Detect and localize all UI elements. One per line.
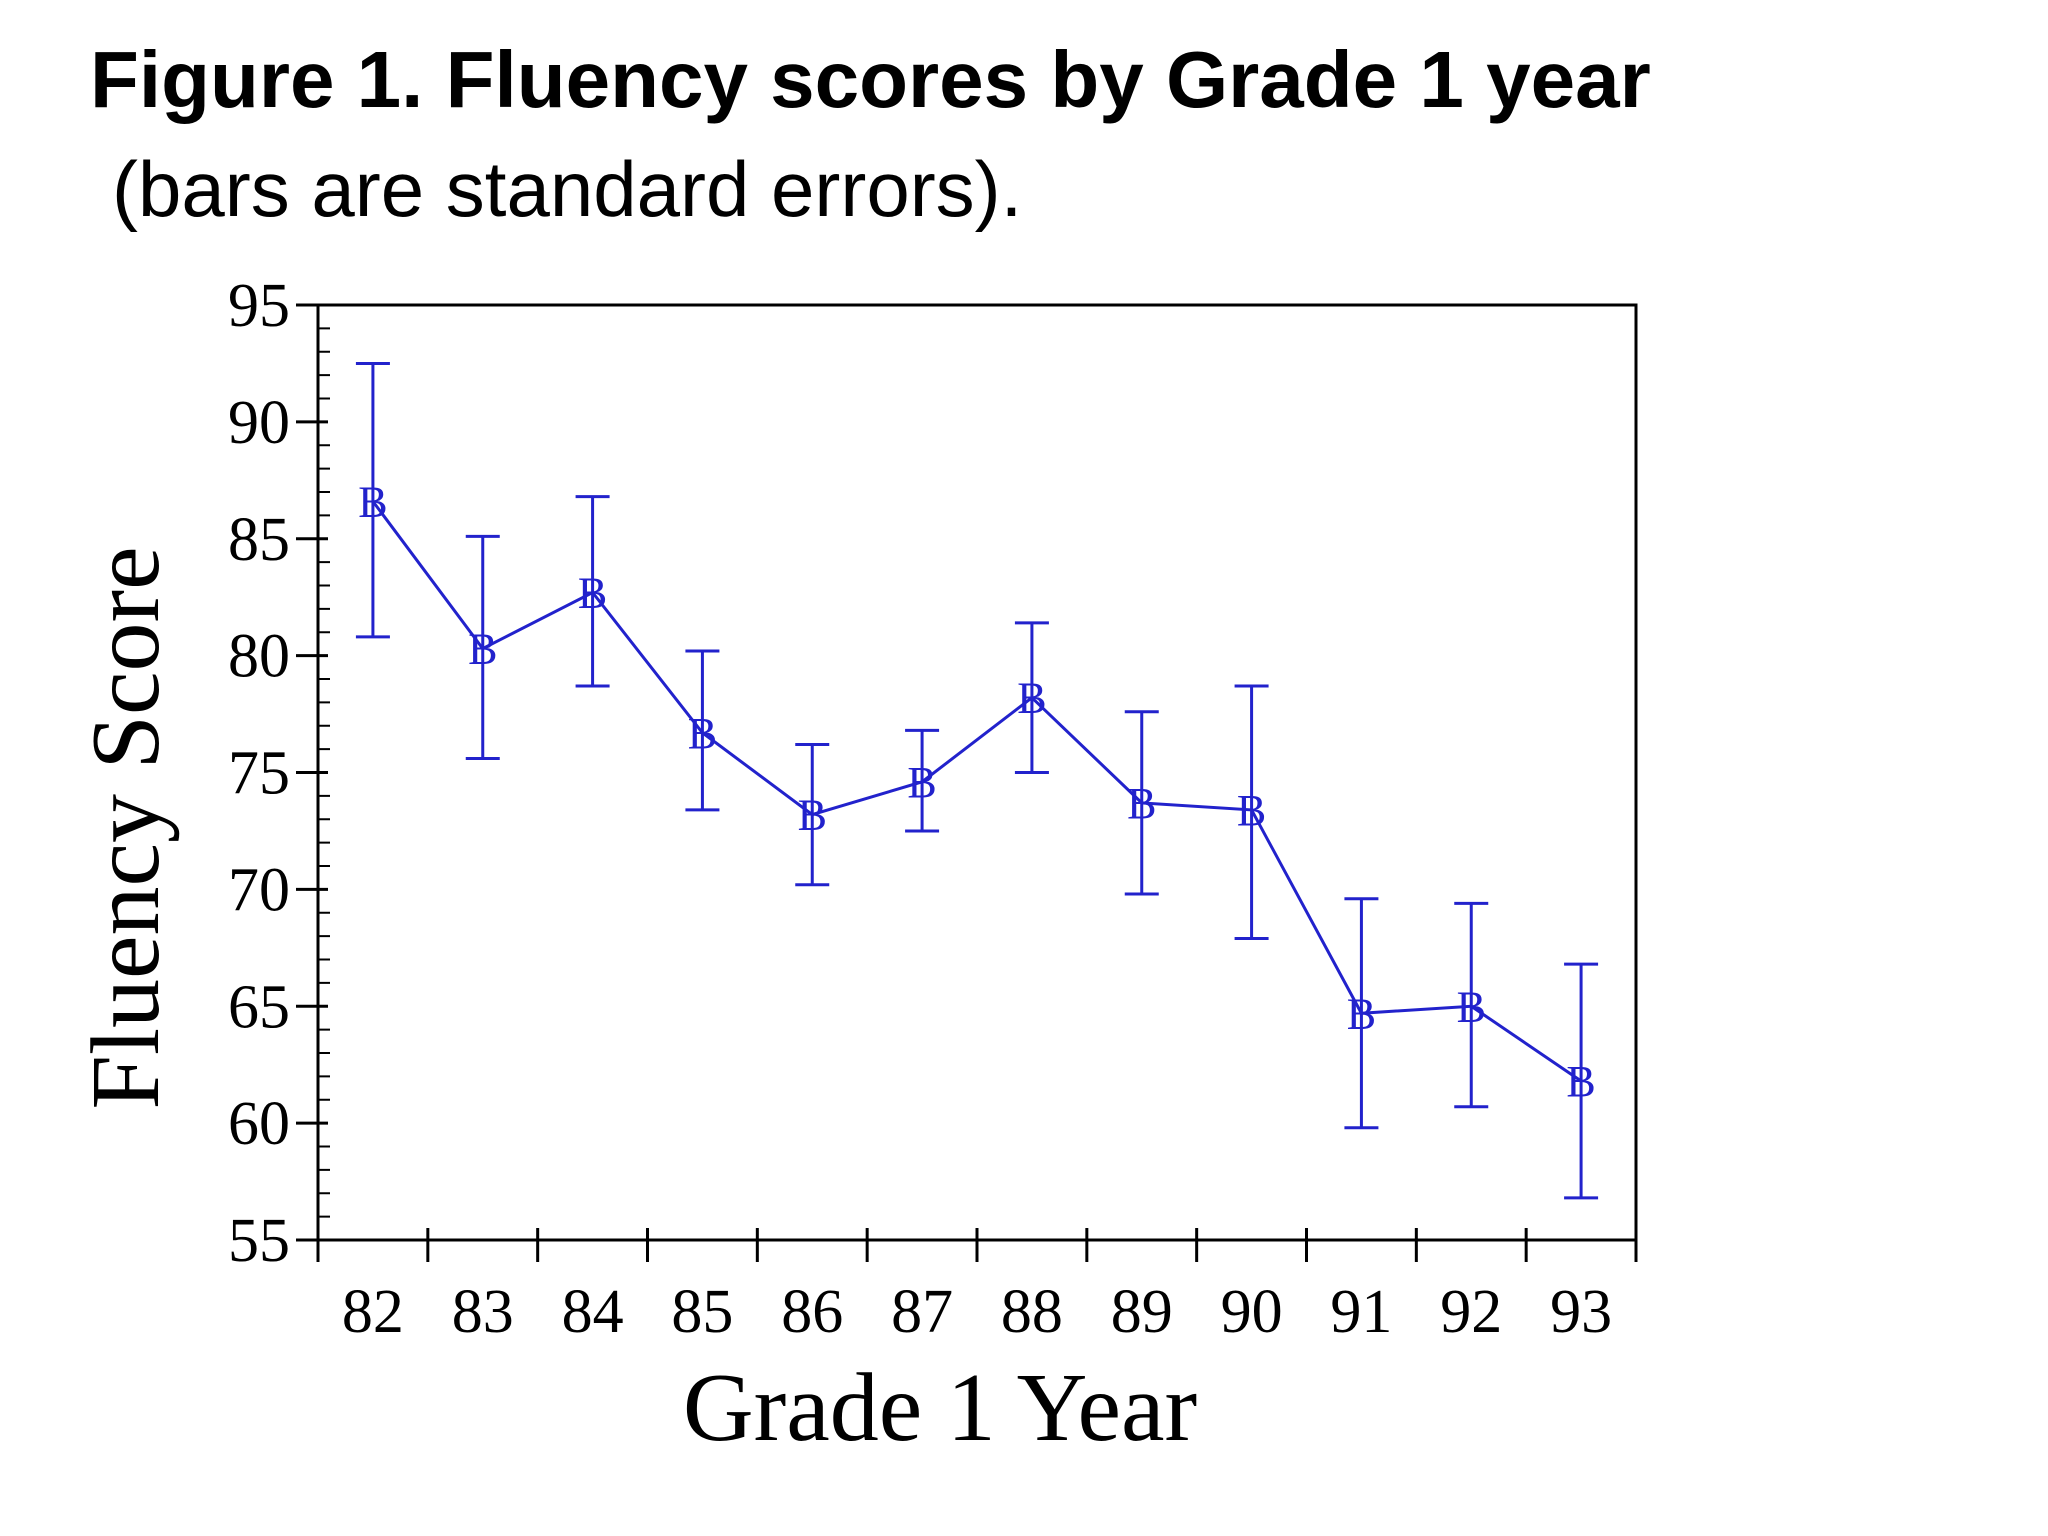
error-bar [355,361,390,639]
x-tick-label: 92 [1440,1278,1502,1346]
y-tick-label: 90 [228,389,290,457]
x-tick-label: 88 [1001,1278,1063,1346]
data-point-marker: B [578,569,607,618]
data-point-marker: B [1017,674,1046,723]
y-tick-label: 65 [228,973,290,1041]
data-point-marker: B [1566,1057,1595,1106]
x-tick-label: 83 [452,1278,514,1346]
y-tick-label: 95 [228,272,290,340]
x-tick-label: 86 [781,1278,843,1346]
x-tick-label: 89 [1111,1278,1173,1346]
x-tick-label: 93 [1550,1278,1612,1346]
data-point-marker: B [1127,779,1156,828]
y-axis: 55 60 65 70 75 80 85 90 95 [228,272,330,1275]
x-tick-label: 90 [1221,1278,1283,1346]
x-tick-label: 91 [1330,1278,1392,1346]
x-tick-label: 84 [562,1278,624,1346]
data-point-marker: B [688,709,717,758]
y-tick-label: 85 [228,506,290,574]
data-point-marker: B [907,758,936,807]
y-tick-label: 55 [228,1207,290,1275]
data-point-marker: B [1237,786,1266,835]
x-tick-label: 85 [671,1278,733,1346]
data-point-marker: B [468,625,497,674]
series-markers: B B B B B B B B B B B B [358,477,1596,1106]
figure-title: Figure 1. Fluency scores by Grade 1 year [90,35,1651,124]
plot-frame [316,303,1638,1242]
x-axis-label: Grade 1 Year [683,1354,1197,1462]
y-axis-label: Fluency Score [72,546,180,1109]
series-line [371,500,1582,1083]
y-tick-label: 75 [228,740,290,808]
series-line-layer [371,500,1582,1083]
data-point-marker: B [1347,989,1376,1038]
y-tick-label: 70 [228,856,290,924]
figure-subtitle: (bars are standard errors). [112,145,1023,233]
x-tick-label: 87 [891,1278,953,1346]
data-point-marker: B [798,791,827,840]
y-tick-label: 80 [228,623,290,691]
y-tick-label: 60 [228,1090,290,1158]
error-bars [355,361,1599,1200]
data-point-marker: B [358,477,387,526]
x-axis: 82 83 84 85 86 87 88 89 90 91 92 93 [316,1228,1638,1346]
x-tick-label: 82 [342,1278,404,1346]
plot-frame-layer [316,303,1638,1242]
data-point-marker: B [1457,982,1486,1031]
